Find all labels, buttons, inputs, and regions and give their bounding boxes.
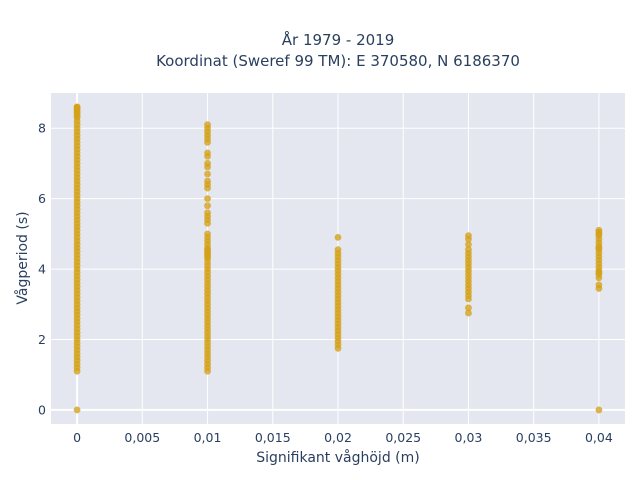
data-point <box>73 406 81 414</box>
chart-title-line1: År 1979 - 2019 <box>282 30 395 49</box>
y-tick-label: 0 <box>38 402 46 417</box>
y-tick-label: 2 <box>38 332 46 347</box>
data-point <box>595 269 603 276</box>
x-tick-label: 0,02 <box>324 430 352 445</box>
x-tick-label: 0,015 <box>255 430 291 445</box>
x-tick-label: 0,01 <box>194 430 222 445</box>
x-tick-label: 0,04 <box>585 430 613 445</box>
data-point <box>595 281 603 289</box>
y-tick-label: 6 <box>38 191 46 206</box>
data-point <box>465 241 472 248</box>
data-point <box>204 170 211 178</box>
x-tick-label: 0,035 <box>516 430 552 445</box>
x-axis-title: Signifikant våghöjd (m) <box>256 449 419 466</box>
data-point <box>73 112 81 120</box>
data-point <box>465 246 472 254</box>
data-point <box>204 202 211 210</box>
x-tick-label: 0,025 <box>385 430 421 445</box>
y-tick-label: 8 <box>38 121 46 136</box>
y-tick-label: 4 <box>38 262 46 277</box>
data-point <box>204 209 211 217</box>
data-point <box>595 244 603 252</box>
data-point <box>204 230 211 238</box>
data-point <box>334 233 342 241</box>
data-points <box>73 103 603 414</box>
data-point <box>465 304 472 312</box>
data-point <box>465 309 472 317</box>
data-point <box>204 121 211 129</box>
data-point <box>334 246 342 254</box>
data-point <box>595 406 603 414</box>
chart-title-line2: Koordinat (Sweref 99 TM): E 370580, N 61… <box>156 52 520 70</box>
x-tick-label: 0 <box>73 430 81 445</box>
y-axis-ticks: 0 2 4 6 8 <box>38 121 46 418</box>
data-point <box>204 149 211 157</box>
data-point <box>465 232 472 240</box>
data-point <box>595 230 603 238</box>
data-point <box>204 177 211 185</box>
x-axis-ticks: 0 0,005 0,01 0,015 0,02 0,025 0,03 0,035 0,04 <box>73 430 613 445</box>
x-tick-label: 0,005 <box>124 430 160 445</box>
data-point <box>204 160 211 167</box>
data-point <box>204 195 211 203</box>
y-axis-title: Vågperiod (s) <box>14 211 31 304</box>
x-tick-label: 0,03 <box>455 430 483 445</box>
data-point <box>204 253 211 261</box>
